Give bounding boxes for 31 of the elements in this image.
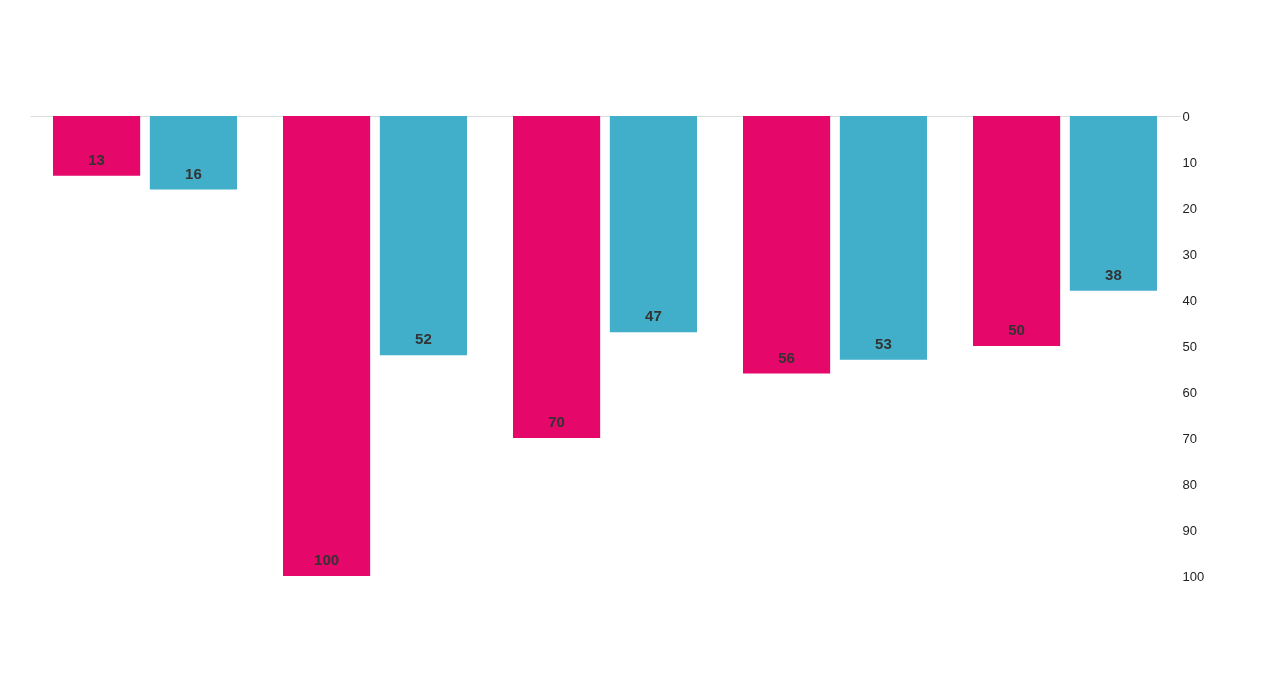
bar [513, 116, 601, 438]
y-tick-label: 40 [1182, 292, 1197, 308]
data-label: 38 [1105, 265, 1122, 283]
data-label: 13 [88, 150, 105, 168]
bar [609, 116, 697, 333]
y-tick-label: 100 [1182, 568, 1205, 584]
y-tick-label: 80 [1182, 476, 1197, 492]
data-label: 52 [415, 330, 432, 348]
y-tick-label: 10 [1182, 154, 1197, 170]
y-tick-label: 0 [1182, 108, 1190, 124]
bar [743, 116, 831, 374]
data-label: 56 [778, 348, 795, 366]
y-tick-label: 60 [1182, 384, 1197, 400]
bar [379, 116, 467, 356]
bar [53, 116, 141, 176]
data-label: 70 [548, 413, 565, 430]
data-label: 16 [185, 164, 202, 182]
y-tick-label: 90 [1182, 522, 1197, 538]
y-tick-label: 30 [1182, 246, 1197, 262]
data-label: 100 [314, 551, 340, 568]
data-label: 47 [645, 307, 662, 325]
bar [1069, 116, 1157, 291]
data-label: 50 [1008, 321, 1025, 338]
bar [283, 116, 371, 576]
bar [973, 116, 1061, 346]
y-tick-label: 20 [1182, 200, 1197, 216]
y-tick-label: 50 [1182, 338, 1197, 354]
data-label: 53 [875, 334, 892, 352]
bar [149, 116, 237, 190]
bar [839, 116, 927, 360]
y-tick-label: 70 [1182, 430, 1197, 446]
